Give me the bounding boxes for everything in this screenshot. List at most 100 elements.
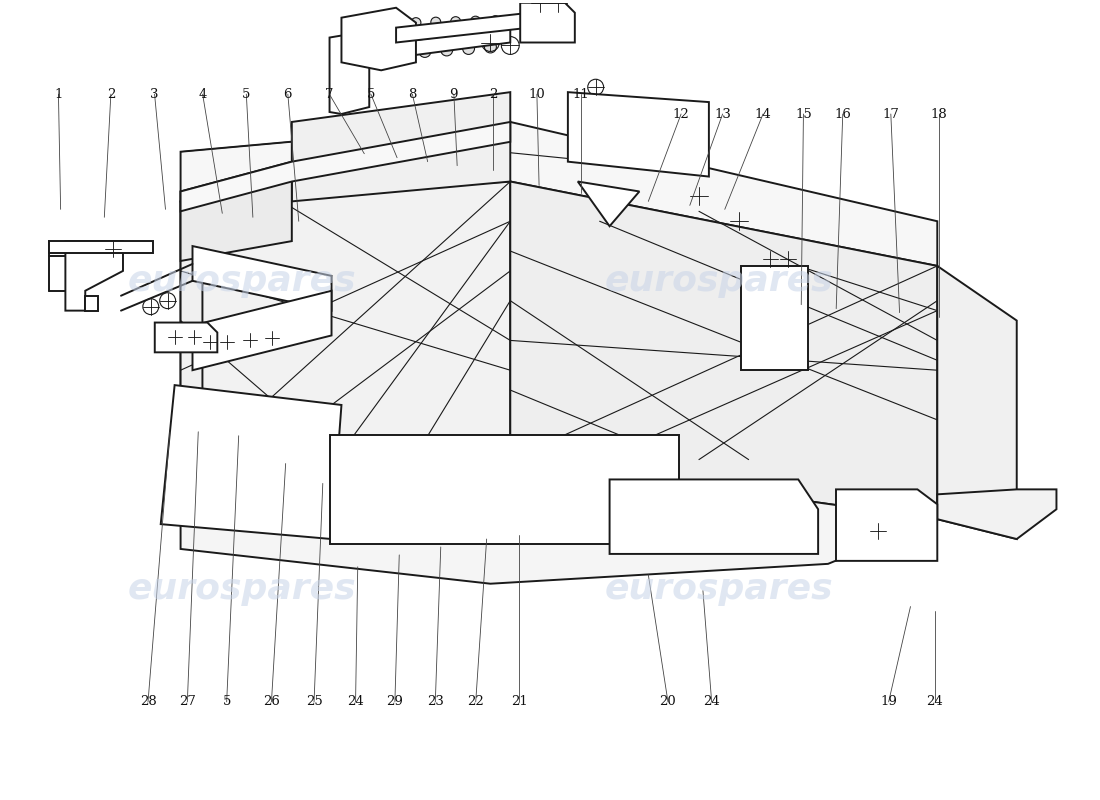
Text: 24: 24 [348,695,364,708]
Circle shape [471,16,481,26]
Text: 5: 5 [242,88,251,101]
Circle shape [334,150,349,165]
Polygon shape [180,162,292,261]
Polygon shape [65,241,123,310]
Circle shape [484,131,497,145]
Polygon shape [836,490,937,561]
Circle shape [285,411,293,419]
Circle shape [635,434,642,442]
Polygon shape [48,241,153,253]
Text: eurospares: eurospares [128,572,356,606]
Circle shape [220,515,229,523]
Text: 25: 25 [306,695,322,708]
Polygon shape [330,434,679,544]
Circle shape [593,535,601,543]
Text: eurospares: eurospares [128,264,356,298]
Text: 23: 23 [427,695,443,708]
Circle shape [626,544,634,552]
Text: 28: 28 [140,695,156,708]
Polygon shape [510,182,937,519]
Circle shape [453,135,468,149]
Circle shape [509,535,517,543]
Text: 10: 10 [528,88,546,101]
Text: 24: 24 [926,695,943,708]
Polygon shape [86,296,98,310]
Circle shape [411,18,421,28]
Polygon shape [520,2,575,42]
Polygon shape [568,92,708,177]
Text: 18: 18 [931,107,947,121]
Polygon shape [161,385,341,539]
Circle shape [384,535,392,543]
Text: 4: 4 [198,88,207,101]
Text: 8: 8 [408,88,417,101]
Circle shape [384,434,392,442]
Circle shape [342,535,351,543]
Polygon shape [578,182,639,226]
Text: 22: 22 [468,695,484,708]
Circle shape [509,434,517,442]
Polygon shape [740,266,808,370]
Text: 16: 16 [834,107,851,121]
Polygon shape [180,122,937,266]
Circle shape [635,535,642,543]
Circle shape [426,535,433,543]
Circle shape [174,403,182,411]
Polygon shape [609,479,818,554]
Circle shape [695,544,703,552]
Circle shape [468,535,475,543]
Circle shape [593,434,601,442]
Circle shape [305,154,319,169]
Circle shape [257,409,265,417]
Circle shape [190,517,198,525]
Circle shape [397,47,409,59]
Text: 9: 9 [450,88,458,101]
Polygon shape [292,92,510,202]
Circle shape [468,434,475,442]
Circle shape [551,434,559,442]
Text: 29: 29 [386,695,404,708]
Circle shape [229,407,238,415]
Circle shape [484,41,496,53]
Text: 24: 24 [703,695,720,708]
Polygon shape [180,182,510,479]
Circle shape [419,46,431,58]
Polygon shape [937,490,1056,539]
Polygon shape [341,8,416,70]
Text: 3: 3 [151,88,158,101]
Text: 27: 27 [179,695,196,708]
Polygon shape [192,246,331,310]
Text: 17: 17 [882,107,900,121]
Polygon shape [180,459,937,584]
Circle shape [729,544,738,552]
Circle shape [342,434,351,442]
Text: 5: 5 [222,695,231,708]
Text: eurospares: eurospares [605,264,833,298]
Text: 6: 6 [284,88,293,101]
Polygon shape [155,322,218,352]
Polygon shape [192,290,331,370]
Text: 20: 20 [660,695,676,708]
Circle shape [660,544,668,552]
Polygon shape [937,266,1016,539]
Circle shape [375,49,387,60]
Text: 19: 19 [880,695,898,708]
Text: 26: 26 [263,695,279,708]
Polygon shape [360,28,510,62]
Text: 1: 1 [54,88,63,101]
Text: 11: 11 [572,88,588,101]
Text: 15: 15 [795,107,812,121]
Circle shape [364,146,378,161]
Text: 5: 5 [366,88,375,101]
Polygon shape [396,13,530,42]
Circle shape [394,142,408,157]
Polygon shape [180,191,202,479]
Circle shape [491,16,501,26]
Circle shape [424,139,438,153]
Text: 13: 13 [714,107,732,121]
Circle shape [250,514,258,521]
Circle shape [426,434,433,442]
Circle shape [463,42,474,54]
Circle shape [431,17,441,27]
Text: eurospares: eurospares [605,572,833,606]
